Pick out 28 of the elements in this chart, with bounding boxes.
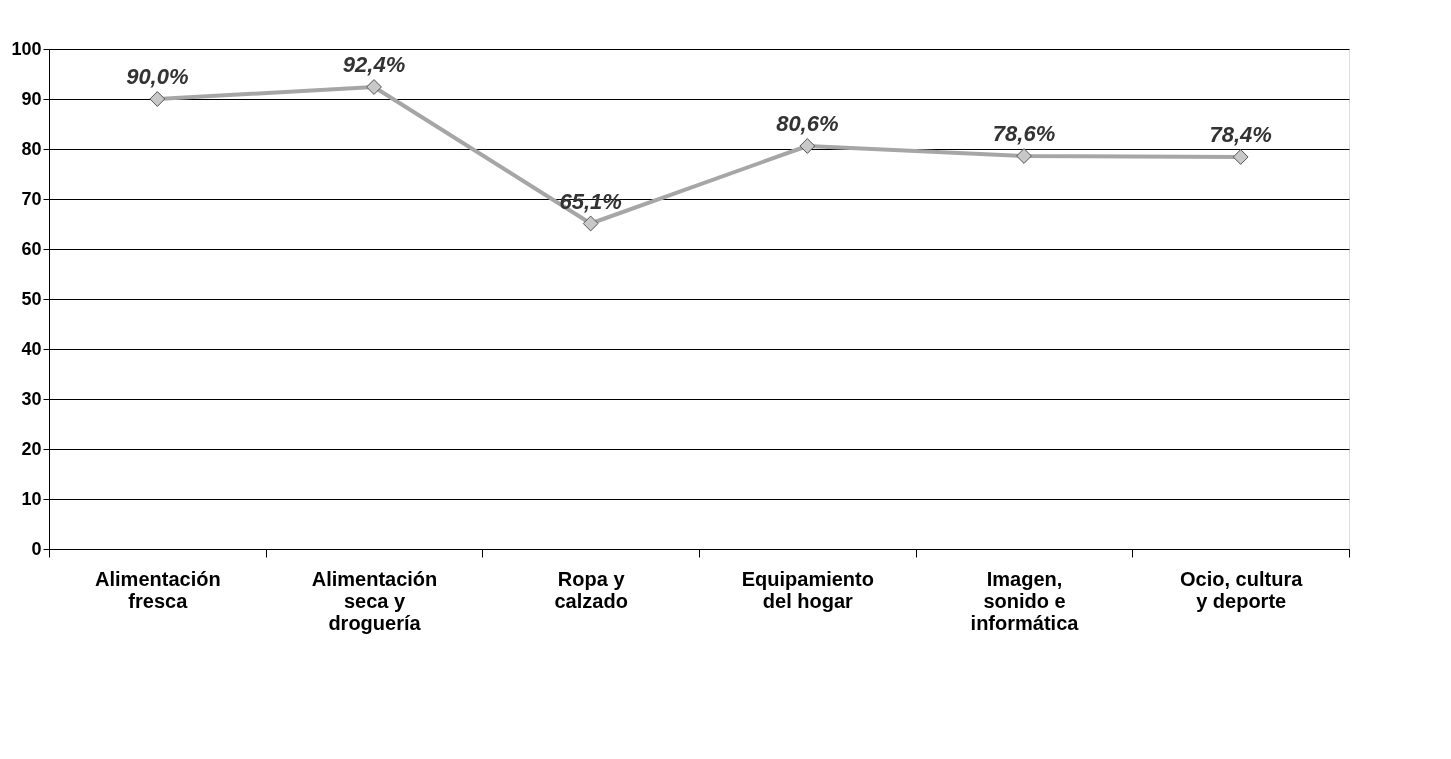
y-tick-label: 20 [21, 438, 42, 459]
y-tick-label: 40 [21, 338, 42, 359]
x-tick-label: Ocio, cultura y deporte [1180, 567, 1304, 612]
y-tick-label: 10 [21, 488, 42, 509]
data-label: 92,4% [342, 52, 406, 77]
point [1016, 148, 1032, 164]
y-tick-label: 100 [11, 38, 42, 59]
y-tick-label: 0 [31, 538, 42, 559]
point [582, 215, 599, 232]
x-tick-label: Ropa y calzado [554, 567, 628, 612]
x-tick-label: Alimentación seca y droguería [311, 567, 438, 634]
data-label: 90,0% [126, 64, 189, 89]
y-tick-label: 70 [21, 188, 42, 209]
x-tick-label: Alimentación fresca [95, 567, 221, 612]
data-label: 78,6% [992, 121, 1056, 146]
x-tick-label: Imagen, sonido e informática [970, 567, 1080, 634]
y-tick-label: 80 [21, 138, 42, 159]
x-tick-label: Equipamiento del hogar [741, 567, 874, 612]
y-tick-label: 30 [21, 388, 42, 409]
data-label: 80,6% [776, 111, 839, 136]
point [149, 91, 166, 107]
point [799, 138, 816, 154]
data-label: 78,4% [1209, 122, 1272, 147]
y-tick-label: 50 [21, 288, 42, 309]
y-tick-label: 60 [21, 238, 42, 259]
point [1232, 149, 1249, 165]
point [366, 79, 382, 95]
y-tick-label: 90 [21, 88, 42, 109]
